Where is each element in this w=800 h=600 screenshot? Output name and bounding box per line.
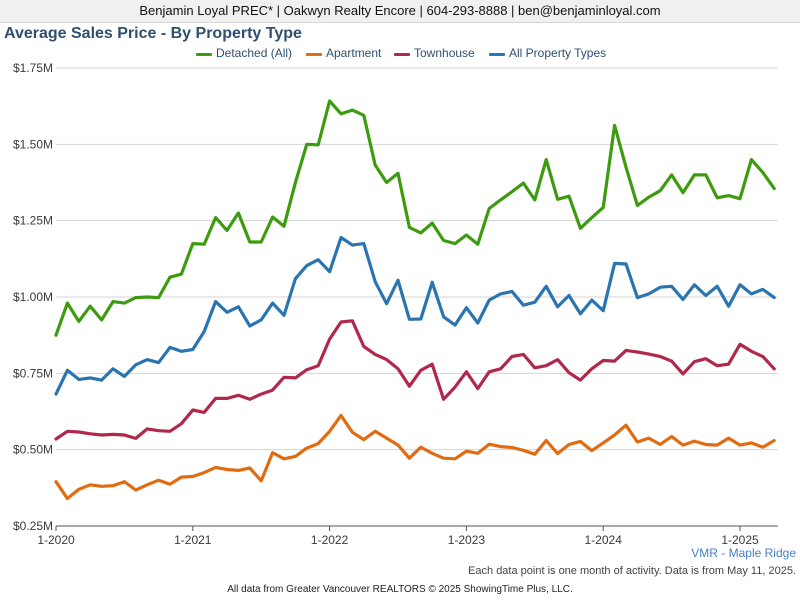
header-bar: Benjamin Loyal PREC* | Oakwyn Realty Enc… [0,0,800,23]
y-tick-label: $1.75M [13,61,53,75]
legend-swatch-detached [196,53,212,56]
legend-swatch-all-types [489,53,505,56]
x-tick-label: 1-2024 [585,533,623,547]
legend-label-apartment: Apartment [326,46,382,60]
y-tick-label: $0.25M [13,519,53,533]
region-label: VMR - Maple Ridge [691,546,796,560]
data-note: Each data point is one month of activity… [468,565,796,577]
footer-credit: All data from Greater Vancouver REALTORS… [227,584,573,595]
series-line-apartment [54,413,776,501]
x-tick-label: 1-2020 [37,533,75,547]
legend-label-townhouse: Townhouse [414,46,475,60]
chart-title: Average Sales Price - By Property Type [4,25,302,42]
header-contact-text: Benjamin Loyal PREC* | Oakwyn Realty Enc… [139,3,661,18]
series-line-detached [54,99,776,337]
legend-label-all-types: All Property Types [509,46,607,60]
x-tick-label: 1-2022 [311,533,349,547]
y-tick-label: $1.50M [13,137,53,151]
legend-swatch-townhouse [394,53,410,56]
legend-label-detached: Detached (All) [216,46,293,60]
x-tick-label: 1-2021 [174,533,212,547]
series-line-townhouse [54,319,776,441]
y-tick-label: $0.75M [13,366,53,380]
chart-legend: Detached (All) Apartment Townhouse All P… [0,45,800,63]
x-tick-label: 1-2023 [448,533,486,547]
x-tick-label: 1-2025 [721,533,759,547]
y-tick-label: $0.50M [13,443,53,457]
y-tick-label: $1.25M [13,214,53,228]
series-line-all-types [54,235,776,396]
y-tick-label: $1.00M [13,290,53,304]
legend-swatch-apartment [306,53,322,56]
